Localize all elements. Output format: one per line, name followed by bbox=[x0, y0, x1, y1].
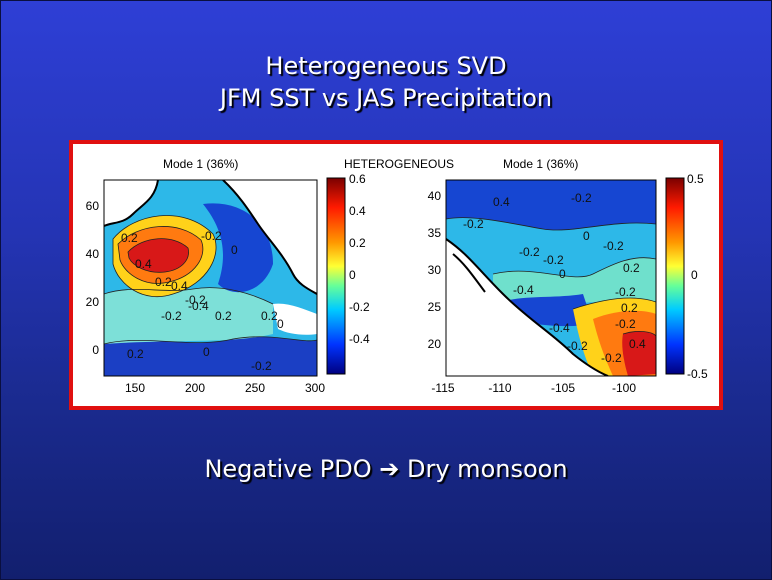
slide-title-line1: Heterogeneous SVD bbox=[265, 52, 507, 80]
left-x-tick: 300 bbox=[305, 381, 325, 395]
right-y-tick: 25 bbox=[428, 300, 442, 314]
subtitle-post: Dry monsoon bbox=[399, 455, 568, 483]
contour-label: 0 bbox=[583, 229, 590, 243]
contour-label: -0.2 bbox=[603, 239, 624, 253]
contour-label: 0 bbox=[231, 243, 238, 257]
left-y-tick: 60 bbox=[86, 199, 100, 213]
contour-label: 0 bbox=[203, 345, 210, 359]
left-map: 0.4 0.2 0.4 0.2 -0.2 0 -0.2 -0.2 0.2 0 -… bbox=[104, 180, 317, 376]
left-map-axes bbox=[103, 179, 318, 377]
left-x-tick: 150 bbox=[125, 381, 145, 395]
contour-label: -0.2 bbox=[161, 309, 182, 323]
contour-label: -0.2 bbox=[571, 191, 592, 205]
right-map-header: Mode 1 (36%) bbox=[503, 157, 578, 171]
center-header: HETEROGENEOUS bbox=[344, 157, 454, 171]
right-y-tick: 30 bbox=[428, 263, 442, 277]
contour-label: -0.4 bbox=[188, 299, 209, 313]
contour-label: -0.2 bbox=[519, 245, 540, 259]
contour-label: -0.2 bbox=[543, 253, 564, 267]
svd-figure: Mode 1 (36%) HETEROGENEOUS Mode 1 (36%) … bbox=[86, 157, 708, 395]
left-x-tick: 200 bbox=[185, 381, 205, 395]
contour-label: -0.2 bbox=[251, 359, 272, 373]
right-x-tick: -110 bbox=[488, 381, 511, 395]
right-x-tick: -105 bbox=[551, 381, 575, 395]
contour-label: 0.2 bbox=[623, 261, 640, 275]
contour-label: -0.2 bbox=[601, 351, 622, 365]
contour-label: -0.2 bbox=[201, 229, 222, 243]
contour-label: -0.2 bbox=[185, 293, 206, 307]
right-map-axes bbox=[445, 179, 657, 377]
right-y-tick: 40 bbox=[428, 189, 442, 203]
contour-label: 0.2 bbox=[215, 309, 232, 323]
left-cbar-tick: 0.2 bbox=[349, 236, 366, 250]
right-map: 0.4 -0.2 -0.2 -0.2 0 -0.2 0.2 -0.4 0 -0.… bbox=[446, 180, 656, 376]
left-cbar-tick: 0.4 bbox=[349, 204, 366, 218]
contour-label: 0.2 bbox=[155, 275, 172, 289]
right-cbar-tick: 0 bbox=[691, 268, 698, 282]
contour-label: -0.2 bbox=[615, 317, 636, 331]
right-cbar-tick: 0.5 bbox=[687, 172, 704, 186]
contour-label: 0.2 bbox=[261, 309, 278, 323]
figure-frame: Mode 1 (36%) HETEROGENEOUS Mode 1 (36%) … bbox=[69, 140, 723, 410]
right-y-tick: 20 bbox=[428, 337, 442, 351]
contour-label: 0.2 bbox=[621, 301, 638, 315]
contour-label: 0.2 bbox=[121, 231, 138, 245]
contour-label: 0.4 bbox=[171, 279, 188, 293]
subtitle-pre: Negative PDO bbox=[204, 455, 380, 483]
left-colorbar bbox=[326, 177, 346, 375]
contour-label: -0.2 bbox=[615, 285, 636, 299]
right-colorbar bbox=[665, 177, 685, 375]
contour-label: -0.2 bbox=[463, 217, 484, 231]
contour-label: 0 bbox=[277, 317, 284, 331]
contour-label: 0.4 bbox=[493, 195, 510, 209]
right-cbar-tick: -0.5 bbox=[687, 367, 708, 381]
right-y-tick: 35 bbox=[428, 226, 442, 240]
contour-label: 0.4 bbox=[629, 337, 646, 351]
arrow-icon: ➔ bbox=[379, 455, 400, 483]
contour-label: -0.2 bbox=[567, 339, 588, 353]
right-x-tick: -115 bbox=[431, 381, 454, 395]
left-cbar-tick: 0 bbox=[349, 268, 356, 282]
contour-label: -0.4 bbox=[513, 283, 534, 297]
left-cbar-tick: -0.4 bbox=[349, 332, 370, 346]
slide-title-line2: JFM SST vs JAS Precipitation bbox=[219, 84, 553, 112]
contour-label: 0.4 bbox=[135, 257, 152, 271]
contour-label: 0.2 bbox=[127, 347, 144, 361]
contour-label: 0 bbox=[559, 267, 566, 281]
slide-subtitle: Negative PDO ➔ Dry monsoon bbox=[0, 455, 772, 483]
right-x-tick: -100 bbox=[612, 381, 636, 395]
left-x-tick: 250 bbox=[245, 381, 265, 395]
left-map-header: Mode 1 (36%) bbox=[163, 157, 238, 171]
contour-label: -0.4 bbox=[549, 321, 570, 335]
left-y-tick: 0 bbox=[92, 343, 99, 357]
left-cbar-tick: 0.6 bbox=[349, 172, 366, 186]
left-y-tick: 40 bbox=[86, 247, 100, 261]
left-cbar-tick: -0.2 bbox=[349, 300, 370, 314]
left-y-tick: 20 bbox=[86, 295, 100, 309]
